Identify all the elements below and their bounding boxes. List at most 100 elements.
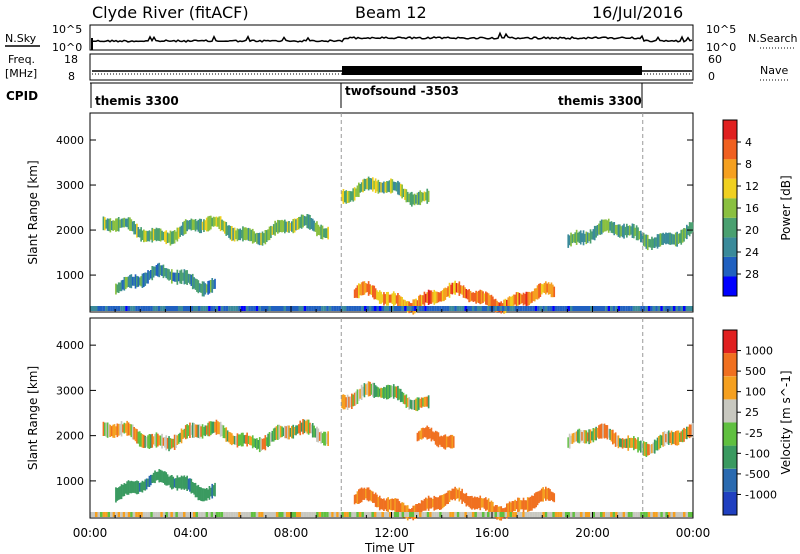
echo-cell [244,434,247,444]
echo-cell [402,392,405,404]
echo-cell [389,512,392,517]
echo-cell [398,501,401,513]
echo-cell [596,427,599,438]
echo-cell [388,180,391,193]
echo-cell [650,306,653,311]
echo-cell [205,284,208,293]
echo-cell [166,474,169,486]
echo-cell [136,429,138,444]
echo-cell [203,219,205,232]
echo-cell [575,229,578,245]
echo-cell [504,507,507,517]
echo-cell [356,491,359,504]
echo-cell [376,181,378,192]
echo-cell [363,487,366,500]
echo-cell [272,224,275,235]
echo-cell [635,225,638,241]
echo-cell [296,218,299,230]
echo-band [341,176,430,207]
echo-cell [145,437,148,447]
colorbar-swatch [723,237,737,257]
echo-cell [198,424,201,439]
echo-cell [440,435,443,447]
echo-cell [116,218,119,232]
echo-cell [233,436,236,445]
echo-cell [391,512,395,517]
echo-cell [402,188,405,197]
echo-cell [236,228,239,242]
echo-cell [134,428,137,442]
echo-cell [122,306,126,311]
echo-cell [267,229,269,241]
echo-cell [602,219,604,233]
echo-cell [115,426,117,436]
echo-cell [356,185,359,197]
echo-cell [253,438,255,447]
echo-cell [446,306,450,311]
echo-cell [208,512,211,517]
echo-cell [637,512,641,517]
echo-cell [574,306,578,311]
echo-cell [681,229,684,243]
echo-cell [373,512,377,517]
x-tick-label: 00:00 [676,526,711,540]
echo-cell [381,182,384,193]
echo-cell [568,433,571,449]
echo-cell [418,431,420,441]
echo-cell [281,426,283,438]
echo-cell [419,190,422,206]
echo-cell [447,286,449,297]
echo-cell [472,497,475,509]
echo-cell [176,435,179,445]
echo-cell [268,512,271,517]
echo-cell [190,478,193,494]
echo-cell [562,306,565,311]
echo-cell [626,223,628,238]
echo-cell [150,512,153,517]
echo-cell [172,306,176,311]
echo-cell [690,222,692,234]
echo-cell [542,487,544,502]
echo-cell [418,191,420,205]
echo-cell [430,497,433,509]
echo-cell [431,512,435,517]
echo-cell [117,487,120,500]
echo-cell [363,383,366,398]
echo-cell [539,490,542,502]
echo-cell [425,497,427,511]
echo-cell [109,218,112,233]
echo-cell [214,278,216,289]
echo-cell [177,433,180,444]
echo-cell [341,306,344,311]
echo-cell [196,221,198,230]
echo-cell [151,227,154,243]
echo-cell [620,226,623,237]
echo-cell [658,234,660,247]
echo-cell [157,512,161,517]
y-tick-label: 2000 [56,224,84,237]
echo-cell [409,306,412,311]
echo-cell [408,193,410,203]
echo-cell [564,306,568,311]
echo-cell [314,428,317,438]
echo-cell [239,228,242,241]
echo-cell [421,306,425,311]
echo-cell [296,512,299,517]
echo-cell [136,275,138,288]
colorbar-swatch [723,468,737,492]
echo-cell [310,218,313,229]
echo-cell [360,384,363,400]
echo-cell [306,419,309,434]
echo-cell [283,306,287,311]
near-range-echoes [90,306,694,311]
echo-cell [359,184,362,193]
echo-cell [439,495,441,510]
echo-cell [288,425,290,440]
echo-cell [567,437,570,448]
echo-cell [456,512,460,517]
echo-cell [394,182,396,191]
echo-cell [443,435,445,449]
echo-cell [363,512,367,517]
echo-cell [655,512,658,517]
